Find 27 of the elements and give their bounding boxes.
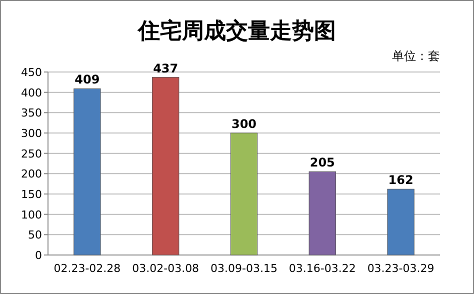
x-tick-label: 03.09-03.15 xyxy=(210,262,278,275)
y-tick-label: 200 xyxy=(21,168,42,181)
bar xyxy=(74,88,101,256)
bar xyxy=(230,132,258,256)
bar xyxy=(387,188,414,256)
chart-title: 住宅周成交量走势图 xyxy=(137,18,336,44)
data-label: 409 xyxy=(74,72,100,87)
y-tick-label: 250 xyxy=(21,147,42,160)
x-tick-label: 03.23-03.29 xyxy=(367,262,434,275)
y-tick-label: 350 xyxy=(21,106,42,120)
x-tick-label: 02.23-02.28 xyxy=(54,262,121,275)
text: 单位：套 xyxy=(392,49,440,63)
y-tick-label: 400 xyxy=(21,86,42,100)
data-label: 437 xyxy=(153,61,178,76)
y-tick-label: 150 xyxy=(21,188,42,201)
data-label: 205 xyxy=(310,156,335,170)
y-tick-label: 0 xyxy=(35,249,42,262)
x-tick-label: 03.16-03.22 xyxy=(288,262,356,275)
y-tick-label: 50 xyxy=(28,228,42,242)
bar xyxy=(152,77,180,256)
data-label: 300 xyxy=(231,117,257,131)
y-tick-label: 450 xyxy=(21,66,42,79)
data-label: 162 xyxy=(388,173,414,188)
y-tick-label: 300 xyxy=(21,127,42,140)
y-tick-label: 100 xyxy=(21,208,42,222)
x-tick-label: 03.02-03.08 xyxy=(132,262,200,275)
bar xyxy=(308,171,336,256)
